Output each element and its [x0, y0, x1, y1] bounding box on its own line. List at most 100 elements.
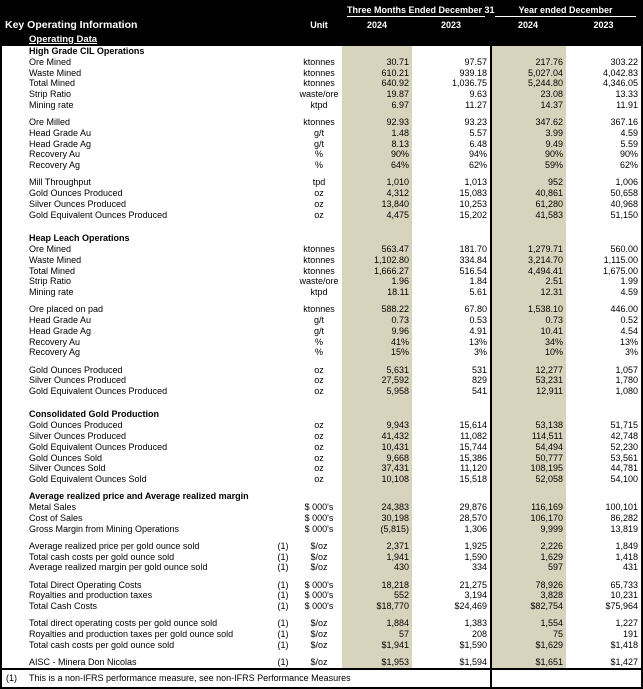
value-y2024: 12,911 [490, 386, 566, 397]
value-q2023: 94% [468, 149, 487, 160]
unit-cell: $ 000's [304, 523, 334, 534]
value-y2023: 1,115.00 [603, 254, 638, 265]
value-y2024 [490, 403, 566, 410]
note-marker [270, 386, 296, 397]
value-q2023: 516.54 [459, 265, 487, 276]
table-row: Head Grade Au g/t 1.48 5.57 3.99 4.59 [2, 127, 641, 139]
table-row: Silver Ounces Sold oz 37,431 11,120 108,195 4… [2, 463, 641, 475]
note-marker [270, 160, 296, 171]
value-q2024: 4,475 [342, 209, 412, 221]
value-q2023: 29,876 [459, 502, 487, 513]
table-row: Total cash costs per gold ounce sold (1) $… [2, 639, 641, 651]
value-q2023: 541 [471, 386, 487, 397]
row-label: Gold Ounces Produced [29, 420, 123, 431]
unit-cell: $ 000's [304, 579, 334, 590]
table-row: Recovery Ag% 15% 3% 10% 3% [2, 347, 641, 359]
note-marker [270, 46, 296, 57]
value-y2024: 41,583 [490, 209, 566, 221]
unit-cell: waste/ore [299, 89, 339, 100]
value-y2023: 100,101 [605, 502, 638, 513]
value-q2024 [342, 403, 412, 410]
value-y2023: 11.91 [616, 99, 638, 110]
value-y2023: 86,282 [610, 512, 638, 523]
value-q2024 [342, 171, 412, 178]
table-row: Mill Throughput tpd 1,010 1,013 952 1,006 [2, 177, 641, 189]
unit-cell: ktonnes [303, 78, 335, 89]
unit-cell: ktonnes [303, 304, 335, 315]
spacer-row [2, 650, 641, 657]
row-label: Total cash costs per gold ounce sold [29, 551, 175, 562]
row-label: Total cash costs per gold ounce sold [29, 639, 175, 650]
note-marker [270, 524, 296, 535]
value-q2023: $1,590 [459, 639, 487, 650]
value-y2024: 54,494 [490, 441, 566, 453]
value-q2023: 334 [471, 562, 487, 573]
value-q2024: $1,953 [342, 656, 412, 668]
spacer-row [2, 403, 641, 410]
unit-cell: $/oz [310, 618, 328, 629]
value-y2024 [490, 650, 566, 657]
row-label: Silver Ounces Produced [29, 431, 127, 442]
value-q2023: 0.53 [469, 315, 487, 326]
value-q2024 [342, 650, 412, 657]
value-y2024: 40,861 [490, 188, 566, 199]
table-row: Total Mined ktonnes 640.92 1,036.75 5,244.80… [2, 78, 641, 90]
value-q2024 [342, 220, 412, 227]
value-y2023: 44,781 [610, 463, 638, 474]
spacer-row [2, 220, 641, 227]
table-row: Ore placed on pad ktonnes 588.22 67.80 1,538… [2, 304, 641, 316]
value-y2023: 3% [624, 347, 638, 358]
note-marker: (1) [277, 639, 289, 650]
value-y2024: 1,279.71 [490, 243, 566, 255]
value-q2024: 8.13 [342, 138, 412, 150]
table-row: Royalties and production taxes (1) $ 000's… [2, 590, 641, 602]
row-label: Total Cash Costs [29, 601, 98, 612]
value-y2024: 116,169 [490, 502, 566, 513]
value-y2023: 191 [622, 629, 638, 640]
value-q2024: 1,666.27 [342, 265, 412, 277]
unit-cell: oz [314, 386, 324, 397]
unit-cell: oz [314, 420, 324, 431]
value-q2024: 30,198 [342, 512, 412, 524]
value-y2024: 4,494.41 [490, 265, 566, 277]
value-q2023: 181.70 [459, 243, 487, 254]
value-y2024: 10.41 [490, 325, 566, 337]
value-y2024 [490, 171, 566, 178]
table-row: Strip Ratio waste/ore 1.96 1.84 2.51 1.99 [2, 276, 641, 288]
unit-cell: $ 000's [304, 601, 334, 612]
row-label: Recovery Ag [29, 160, 81, 171]
table-row: Total Direct Operating Costs (1) $ 000's 18… [2, 579, 641, 591]
section-header-row: Heap Leach Operations [2, 233, 641, 244]
spacer-row [2, 396, 641, 404]
page-title: Key Operating Information [5, 18, 138, 31]
value-q2024: 5,958 [342, 386, 412, 397]
table-row: Silver Ounces Produced oz 27,592 829 53,231 1… [2, 375, 641, 387]
value-q2023: 13% [468, 336, 487, 347]
unit-column-header: Unit [310, 19, 328, 30]
value-q2024: 30.71 [342, 56, 412, 68]
value-y2024: $1,629 [490, 639, 566, 651]
unit-cell: $ 000's [304, 512, 334, 523]
note-marker [270, 139, 296, 150]
table-row: Head Grade Au g/t 0.73 0.53 0.73 0.52 [2, 315, 641, 326]
spacer-row [2, 110, 641, 118]
unit-cell: ktonnes [303, 265, 335, 276]
row-label: Recovery Au [29, 149, 81, 160]
value-y2024: 2.51 [490, 276, 566, 288]
value-y2024: 14.37 [490, 99, 566, 111]
table-row: Mining rate ktpd 6.97 11.27 14.37 11.91 [2, 99, 641, 111]
footnote-row: (1) This is a non-IFRS performance measu… [2, 667, 641, 687]
value-y2024: 5,244.80 [490, 78, 566, 90]
value-y2023: 4.54 [620, 325, 638, 336]
value-y2023: 0.52 [620, 315, 638, 326]
row-label: Strip Ratio [29, 276, 72, 287]
spacer-row [2, 534, 641, 541]
table-row: Total direct operating costs per gold ou… [2, 618, 641, 630]
value-y2023: 54,100 [610, 474, 638, 485]
table-row: Silver Ounces Produced oz 41,432 11,082 114,… [2, 431, 641, 442]
value-y2023 [566, 491, 641, 502]
value-q2024: 430 [342, 562, 412, 574]
year-column-header-y2024: 2024 [517, 19, 539, 30]
value-q2023: 3,194 [464, 590, 487, 601]
table-row: Average realized price per gold ounce so… [2, 540, 641, 552]
